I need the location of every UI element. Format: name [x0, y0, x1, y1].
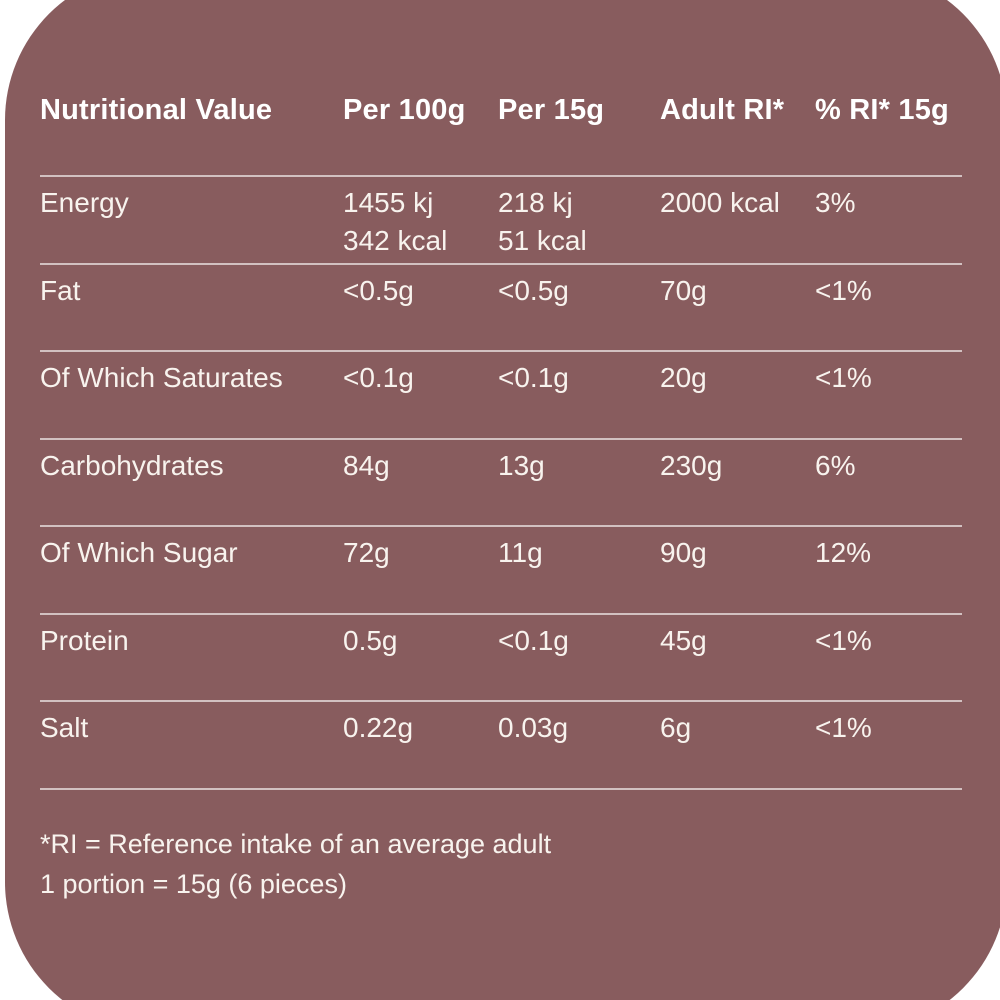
row-value: 72g: [343, 534, 498, 572]
row-value-line: 3%: [815, 187, 856, 218]
row-value: 90g: [660, 534, 815, 572]
row-value: <0.1g: [343, 359, 498, 397]
row-value-line: <0.1g: [343, 362, 414, 393]
row-value-line: 0.22g: [343, 712, 414, 743]
table-header-row: Nutritional Value Per 100g Per 15g Adult…: [40, 88, 962, 175]
footnote-ri-definition: *RI = Reference intake of an average adu…: [40, 829, 552, 859]
row-value-line: 230g: [660, 449, 723, 481]
row-value-line: 20g: [660, 362, 707, 393]
row-value-line: 11g: [498, 537, 543, 568]
row-value-line: 72g: [343, 537, 390, 568]
row-label: Carbohydrates: [40, 449, 224, 481]
row-value: <1%: [815, 359, 962, 397]
row-value-line: <0.5g: [498, 274, 569, 306]
row-value-line: 51 kcal: [498, 225, 587, 256]
row-value: 0.5g: [343, 622, 498, 660]
column-header-per-100g: Per 100g: [343, 94, 466, 126]
row-value-line: <0.1g: [498, 624, 569, 656]
row-value-line: <1%: [815, 362, 872, 393]
row-label: Energy: [40, 187, 129, 218]
row-value: <1%: [815, 272, 962, 310]
row-value-line: 84g: [343, 449, 390, 481]
nutrition-table: Nutritional Value Per 100g Per 15g Adult…: [40, 88, 962, 790]
row-value-line: <1%: [815, 712, 872, 743]
table-row: Salt 0.22g 0.03g 6g <1%: [40, 700, 962, 788]
row-value-line: <0.1g: [498, 362, 569, 393]
row-value: 45g: [660, 622, 815, 660]
column-header-adult-ri: Adult RI*: [660, 94, 785, 126]
row-value-line: 2000 kcal: [660, 187, 780, 218]
row-value: <1%: [815, 709, 962, 747]
table-rows: Energy 1455 kj 342 kcal 218 kj 51 kcal 2000 k…: [40, 175, 962, 790]
row-value-line: 0.03g: [498, 712, 569, 743]
column-header-pct-ri-15g: % RI* 15g: [815, 94, 949, 126]
row-value: 84g: [343, 447, 498, 485]
footnote-portion-size: 1 portion = 15g (6 pieces): [40, 869, 347, 899]
row-label: Protein: [40, 624, 129, 656]
row-value: 218 kj 51 kcal: [498, 184, 660, 260]
row-value-line: 45g: [660, 624, 707, 656]
column-header-nutritional-value: Nutritional Value: [40, 94, 273, 126]
row-value: <0.1g: [498, 622, 660, 660]
row-value: <0.5g: [343, 272, 498, 310]
row-value: 2000 kcal: [660, 184, 815, 222]
row-value: 230g: [660, 447, 815, 485]
row-value-line: 342 kcal: [343, 225, 448, 256]
row-value: 3%: [815, 184, 962, 222]
table-row: Energy 1455 kj 342 kcal 218 kj 51 kcal 2000 k…: [40, 175, 962, 263]
row-value: 1455 kj 342 kcal: [343, 184, 498, 260]
row-value: 20g: [660, 359, 815, 397]
row-value: 6%: [815, 447, 962, 485]
row-label: Of Which Saturates: [40, 362, 283, 393]
row-value-line: 70g: [660, 274, 707, 306]
row-value: 70g: [660, 272, 815, 310]
table-row: Protein 0.5g <0.1g 45g <1%: [40, 612, 962, 701]
row-value-line: 12%: [815, 537, 872, 568]
table-row: Fat <0.5g <0.5g 70g <1%: [40, 262, 962, 351]
row-value-line: <0.5g: [343, 274, 414, 306]
label-card-background: [5, 0, 1000, 1000]
row-value: <0.1g: [498, 359, 660, 397]
row-value: <0.5g: [498, 272, 660, 310]
row-value: 6g: [660, 709, 815, 747]
row-value-line: 218 kj: [498, 187, 573, 218]
row-value-line: 1455 kj: [343, 187, 434, 218]
row-value: 11g: [498, 534, 660, 572]
row-value: 0.03g: [498, 709, 660, 747]
column-header-per-15g: Per 15g: [498, 94, 605, 126]
row-value-line: 6%: [815, 449, 856, 481]
row-value-line: 90g: [660, 537, 707, 568]
row-value: <1%: [815, 622, 962, 660]
footnotes: *RI = Reference intake of an average adu…: [40, 824, 551, 904]
row-value-line: 6g: [660, 712, 692, 743]
table-row: Of Which Sugar 72g 11g 90g 12%: [40, 525, 962, 613]
row-label: Salt: [40, 712, 89, 743]
row-label: Of Which Sugar: [40, 537, 238, 568]
table-row: Carbohydrates 84g 13g 230g 6%: [40, 437, 962, 526]
row-label: Fat: [40, 274, 81, 306]
row-value-line: 0.5g: [343, 624, 398, 656]
row-value-line: 13g: [498, 449, 545, 481]
row-value-line: <1%: [815, 624, 872, 656]
table-row: Of Which Saturates <0.1g <0.1g 20g <1%: [40, 350, 962, 438]
row-value: 0.22g: [343, 709, 498, 747]
row-value: 13g: [498, 447, 660, 485]
row-value-line: <1%: [815, 274, 872, 306]
row-value: 12%: [815, 534, 962, 572]
